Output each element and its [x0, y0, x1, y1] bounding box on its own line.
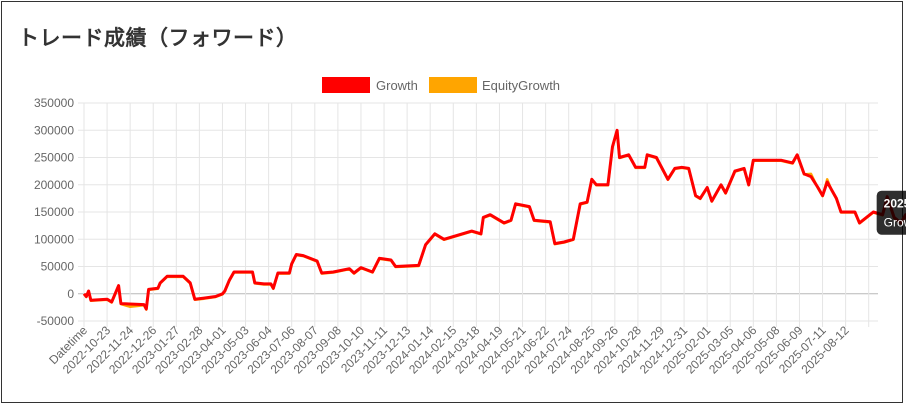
tooltip-title: 2025-10-08: [884, 197, 906, 211]
series-line-equitygrowth: [82, 130, 906, 311]
x-axis-ticks: Datetime2022-10-232022-11-242022-12-2620…: [46, 323, 852, 377]
legend-label-growth[interactable]: Growth: [376, 78, 418, 93]
y-axis-ticks: 350000 300000 250000 200000 150000 100000 5000…: [34, 96, 74, 328]
tooltip-value: Growth: 146861: [884, 216, 906, 230]
chart-tooltip: 2025-10-08 Growth: 146861: [876, 190, 906, 235]
y-tick-label: 250000: [34, 151, 74, 165]
chart-legend[interactable]: Growth EquityGrowth: [322, 77, 560, 93]
page-title: トレード成績（フォワード）: [18, 26, 298, 50]
y-tick-label: -50000: [37, 314, 75, 328]
legend-swatch-growth[interactable]: [322, 77, 370, 93]
y-tick-label: 100000: [34, 232, 74, 246]
y-tick-label: 150000: [34, 205, 74, 219]
legend-label-equitygrowth[interactable]: EquityGrowth: [482, 78, 560, 93]
y-tick-label: 0: [67, 287, 74, 301]
tooltip-box: [876, 190, 906, 235]
chart-grid: [78, 102, 878, 327]
chart-series: [82, 128, 906, 311]
y-tick-label: 50000: [41, 260, 75, 274]
legend-swatch-equitygrowth[interactable]: [429, 77, 477, 93]
y-tick-label: 350000: [34, 96, 74, 110]
y-tick-label: 200000: [34, 178, 74, 192]
series-line-growth: [82, 128, 906, 311]
y-tick-label: 300000: [34, 123, 74, 137]
